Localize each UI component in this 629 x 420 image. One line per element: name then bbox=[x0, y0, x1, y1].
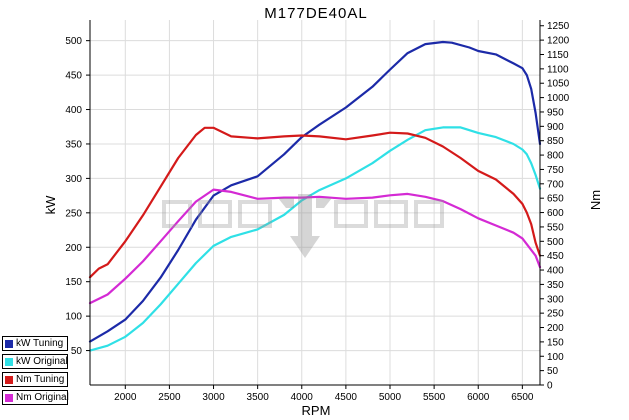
y-left-tick-label: 250 bbox=[65, 208, 82, 219]
legend-swatch bbox=[5, 375, 13, 384]
y-right-tick-label: 450 bbox=[547, 251, 564, 262]
y-right-tick-label: 900 bbox=[547, 122, 564, 133]
y-right-tick-label: 550 bbox=[547, 222, 564, 233]
y-left-tick-label: 500 bbox=[65, 36, 82, 47]
legend-label: kW Tuning bbox=[16, 338, 64, 349]
y-left-tick-label: 50 bbox=[71, 346, 83, 357]
x-tick-label: 3500 bbox=[247, 392, 270, 403]
x-tick-label: 4500 bbox=[335, 392, 358, 403]
y-left-tick-label: 300 bbox=[65, 174, 82, 185]
y-right-tick-label: 800 bbox=[547, 151, 564, 162]
x-tick-label: 3000 bbox=[202, 392, 225, 403]
y-right-tick-label: 1050 bbox=[547, 79, 570, 90]
legend-swatch bbox=[5, 339, 13, 348]
y-right-tick-label: 850 bbox=[547, 136, 564, 147]
x-axis-label: RPM bbox=[302, 403, 331, 418]
y-right-tick-label: 50 bbox=[547, 366, 559, 377]
legend-item-nm-tuning: Nm Tuning bbox=[2, 372, 68, 387]
legend-swatch bbox=[5, 393, 13, 402]
y-axis-right-label: Nm bbox=[588, 190, 603, 210]
y-right-tick-label: 1000 bbox=[547, 93, 570, 104]
y-right-tick-label: 250 bbox=[547, 309, 564, 320]
legend-item-kw-tuning: kW Tuning bbox=[2, 336, 68, 351]
y-right-tick-label: 100 bbox=[547, 352, 564, 363]
y-left-tick-label: 200 bbox=[65, 243, 82, 254]
y-right-tick-label: 1150 bbox=[547, 50, 569, 61]
y-right-tick-label: 1250 bbox=[547, 21, 570, 32]
series-line-kw-tuning bbox=[88, 40, 542, 343]
axes bbox=[86, 20, 544, 389]
legend: kW Tuning kW Original Nm Tuning Nm Origi… bbox=[2, 336, 69, 408]
legend-swatch bbox=[5, 357, 13, 366]
y-right-tick-label: 750 bbox=[547, 165, 564, 176]
x-tick-label: 5000 bbox=[379, 392, 402, 403]
watermark-logo bbox=[162, 194, 444, 258]
y-left-tick-label: 350 bbox=[65, 139, 82, 150]
x-tick-label: 2000 bbox=[114, 392, 137, 403]
y-right-tick-label: 650 bbox=[547, 194, 564, 205]
series-line-nm-original bbox=[88, 188, 542, 305]
y-right-tick-label: 600 bbox=[547, 208, 564, 219]
y-axis-left-label: kW bbox=[43, 195, 58, 215]
y-right-tick-label: 500 bbox=[547, 237, 564, 248]
x-tick-label: 6500 bbox=[511, 392, 534, 403]
y-left-tick-label: 400 bbox=[65, 105, 82, 116]
y-left-tick-label: 100 bbox=[65, 312, 82, 323]
y-right-tick-label: 200 bbox=[547, 323, 564, 334]
y-right-tick-label: 400 bbox=[547, 266, 564, 277]
tick-labels: 2000 2500 3000 3500 4000 4500 5000 5500 6000 6500… bbox=[65, 21, 569, 403]
grid bbox=[90, 20, 540, 385]
y-right-tick-label: 700 bbox=[547, 179, 564, 190]
series-line-nm-tuning bbox=[88, 126, 542, 279]
y-right-tick-label: 350 bbox=[547, 280, 564, 291]
series-layer bbox=[88, 40, 542, 352]
y-right-tick-label: 1100 bbox=[547, 64, 569, 75]
x-tick-label: 2500 bbox=[158, 392, 181, 403]
y-left-tick-label: 150 bbox=[65, 277, 82, 288]
y-right-tick-label: 1200 bbox=[547, 36, 570, 47]
legend-label: kW Original bbox=[16, 356, 68, 367]
chart-title: M177DE40AL bbox=[264, 5, 367, 22]
legend-item-nm-original: Nm Original bbox=[2, 390, 69, 405]
y-right-tick-label: 300 bbox=[547, 294, 564, 305]
y-right-tick-label: 0 bbox=[547, 381, 553, 392]
legend-label: Nm Tuning bbox=[16, 374, 65, 385]
x-tick-label: 4000 bbox=[291, 392, 314, 403]
legend-label: Nm Original bbox=[16, 392, 69, 403]
legend-item-kw-original: kW Original bbox=[2, 354, 68, 369]
x-tick-label: 5500 bbox=[423, 392, 446, 403]
series-line-kw-original bbox=[88, 126, 542, 352]
y-right-tick-label: 950 bbox=[547, 107, 564, 118]
y-left-tick-label: 450 bbox=[65, 71, 82, 82]
y-right-tick-label: 150 bbox=[547, 337, 564, 348]
x-tick-label: 6000 bbox=[467, 392, 490, 403]
